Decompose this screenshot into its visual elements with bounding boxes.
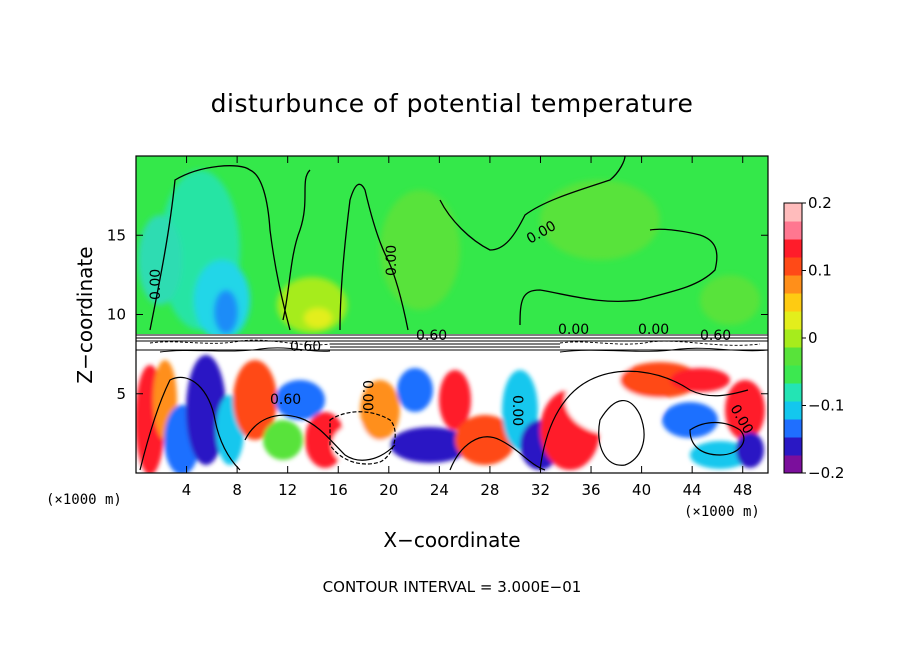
- y-tick-label: 5: [116, 385, 126, 403]
- upper-layer-anomalies: [138, 170, 760, 340]
- colorbar: 0.2 0.1 0 −0.1 −0.2: [783, 194, 844, 482]
- colorbar-swatch: [784, 221, 802, 240]
- x-tick-label: 36: [581, 481, 600, 499]
- colorbar-swatch: [784, 311, 802, 330]
- colorbar-tick-label: 0: [808, 329, 818, 347]
- x-tick-label: 32: [531, 481, 550, 499]
- contour-label: 0.60: [290, 339, 321, 355]
- x-tick-label: 40: [632, 481, 651, 499]
- colorbar-swatch: [784, 419, 802, 438]
- contour-label: 0.00: [558, 322, 589, 338]
- x-unit-label-bottom: (×1000 m): [684, 504, 760, 520]
- contour-label: 0.00: [509, 395, 525, 426]
- chart-title: disturbunce of potential temperature: [211, 89, 694, 118]
- x-tick-label: 44: [683, 481, 702, 499]
- x-axis-label: X−coordinate: [383, 528, 520, 552]
- colorbar-tick-label: −0.1: [808, 397, 844, 415]
- colorbar-swatch: [784, 329, 802, 348]
- x-tick-label: 16: [329, 481, 348, 499]
- colorbar-tick-label: −0.2: [808, 464, 844, 482]
- plot-area: [136, 156, 768, 473]
- y-tick-label: 10: [107, 306, 126, 324]
- x-tick-label: 20: [379, 481, 398, 499]
- y-axis-ticks: 5 10 15: [107, 226, 768, 403]
- x-unit-label: (×1000 m): [46, 492, 122, 508]
- colorbar-swatch: [784, 383, 802, 402]
- upper-contours: [149, 156, 718, 331]
- colorbar-tick-label: 0.1: [808, 262, 832, 280]
- x-tick-label: 4: [182, 481, 192, 499]
- colorbar-swatch: [784, 293, 802, 312]
- contour-label: 0.60: [270, 392, 301, 408]
- x-tick-label: 8: [232, 481, 242, 499]
- colorbar-swatch: [784, 455, 802, 474]
- colorbar-swatch: [784, 239, 802, 258]
- x-tick-label: 12: [278, 481, 297, 499]
- contour-label: 0.00: [638, 322, 669, 338]
- contour-label: 0.00: [384, 245, 400, 276]
- x-axis-ticks: 4 8 12 16 20 24 28 32 36 40 44 48: [182, 156, 752, 499]
- y-tick-label: 15: [107, 226, 126, 244]
- middle-band: [136, 334, 768, 356]
- contour-label: 0.00: [359, 380, 375, 411]
- colorbar-swatch: [784, 257, 802, 276]
- colorbar-swatch: [784, 203, 802, 222]
- contour-label: 0.00: [148, 269, 164, 300]
- contour-label: 0.60: [700, 328, 731, 344]
- x-tick-label: 28: [480, 481, 499, 499]
- colorbar-tick-label: 0.2: [808, 194, 832, 212]
- colorbar-swatch: [784, 401, 802, 420]
- band-contours: [136, 334, 768, 353]
- colorbar-swatch: [784, 437, 802, 456]
- contour-interval-note: CONTOUR INTERVAL = 3.000E−01: [323, 578, 582, 596]
- contour-label: 0.60: [416, 328, 447, 344]
- colorbar-swatch: [784, 347, 802, 366]
- lower-contours: [139, 370, 749, 471]
- x-tick-label: 24: [430, 481, 449, 499]
- colorbar-swatch: [784, 365, 802, 384]
- x-tick-label: 48: [733, 481, 752, 499]
- colorbar-swatch: [784, 275, 802, 294]
- y-axis-label: Z−coordinate: [73, 246, 97, 383]
